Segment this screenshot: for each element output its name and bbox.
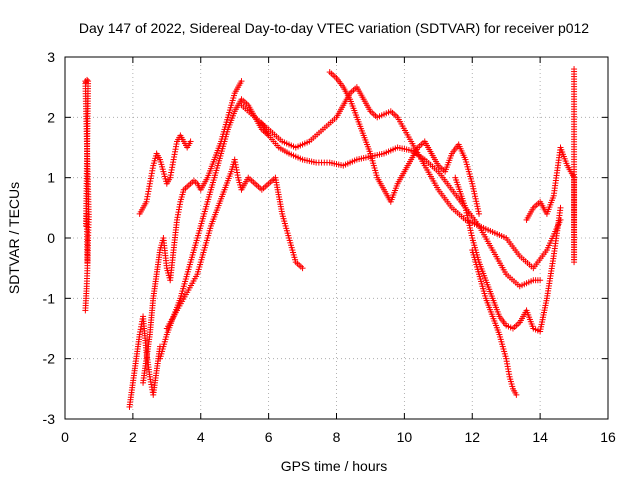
data-point	[513, 391, 520, 398]
data-point	[463, 209, 470, 216]
y-axis-label: SDTVAR / TECUs	[6, 182, 22, 294]
data-point	[476, 210, 483, 217]
data-points	[82, 66, 578, 410]
data-point	[465, 217, 472, 224]
y-tick-label: 1	[47, 170, 55, 186]
data-point	[471, 190, 478, 197]
series-arc-i	[452, 174, 564, 335]
data-point	[84, 76, 91, 83]
data-point	[238, 78, 245, 85]
data-point	[470, 188, 477, 195]
data-point	[466, 222, 473, 229]
series-arc-j	[469, 247, 520, 398]
data-point	[473, 200, 480, 207]
data-point	[474, 203, 481, 210]
x-tick-label: 10	[397, 429, 413, 445]
series-arc-k	[523, 66, 578, 266]
series-arc-a	[126, 313, 164, 410]
data-point	[299, 265, 306, 272]
x-tick-label: 0	[61, 429, 69, 445]
series-arc-e	[163, 156, 306, 332]
data-point	[466, 224, 473, 231]
data-point	[537, 277, 544, 284]
data-point	[464, 214, 471, 221]
data-point	[557, 204, 564, 211]
y-tick-label: -1	[43, 290, 56, 306]
series-arc-h	[326, 69, 483, 217]
x-axis-label: GPS time / hours	[281, 458, 388, 474]
data-point	[465, 219, 472, 226]
data-point	[463, 207, 470, 214]
data-point	[467, 227, 474, 234]
data-point	[187, 138, 194, 145]
x-tick-label: 14	[532, 429, 548, 445]
data-point	[468, 232, 475, 239]
data-point	[472, 195, 479, 202]
series-early-arc	[82, 76, 92, 314]
data-point	[84, 259, 91, 266]
x-tick-label: 4	[197, 429, 205, 445]
data-point	[475, 208, 482, 215]
data-point	[470, 185, 477, 192]
data-point	[469, 180, 476, 187]
series-arc-f	[258, 120, 544, 290]
y-tick-label: -2	[43, 351, 56, 367]
data-point	[464, 212, 471, 219]
data-point	[571, 66, 578, 73]
data-point	[473, 198, 480, 205]
x-tick-label: 12	[464, 429, 480, 445]
x-tick-label: 2	[129, 429, 137, 445]
y-tick-label: 0	[47, 230, 55, 246]
data-point	[468, 229, 475, 236]
x-tick-label: 16	[600, 429, 616, 445]
y-tick-label: 2	[47, 109, 55, 125]
data-point	[462, 204, 469, 211]
data-point	[469, 183, 476, 190]
x-tick-label: 8	[333, 429, 341, 445]
y-tick-label: 3	[47, 49, 55, 65]
y-tick-label: -3	[43, 411, 56, 427]
chart-title: Day 147 of 2022, Sidereal Day-to-day VTE…	[79, 20, 589, 36]
x-tick-label: 6	[265, 429, 273, 445]
data-point	[474, 205, 481, 212]
series-arc-b	[136, 132, 194, 217]
data-point	[472, 193, 479, 200]
